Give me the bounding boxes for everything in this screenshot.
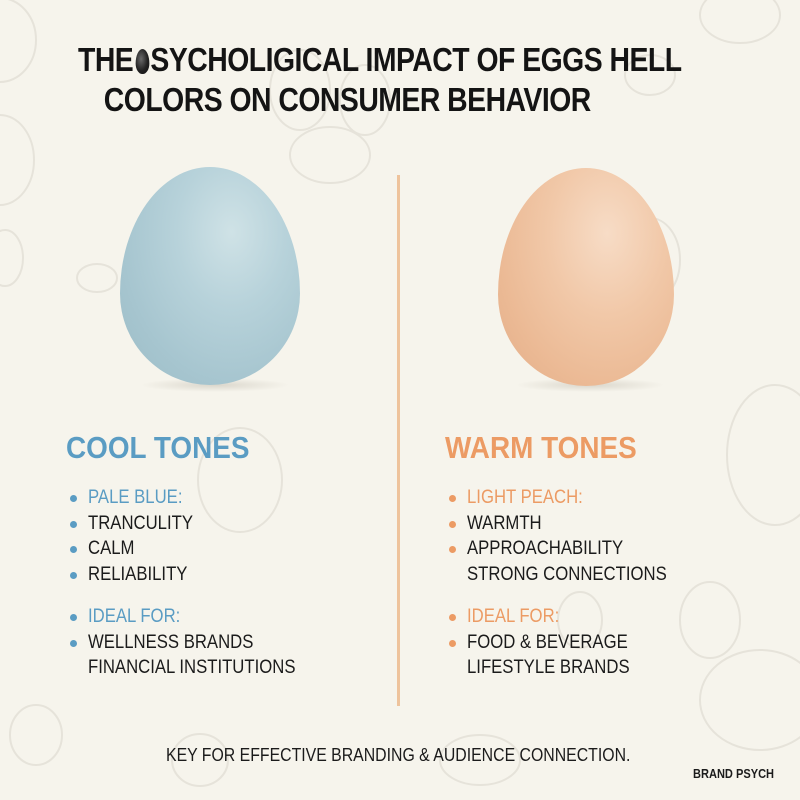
list-item: FINANCIAL INSTITUTIONS [66,655,324,681]
list-item-label: FOOD & BEVERAGE [467,631,628,653]
list-item: RELIABILITY [66,562,324,588]
list-item-label: RELIABILITY [88,563,188,585]
column-divider [397,175,400,706]
list-item: PALE BLUE: [66,485,324,511]
list-item: TRANCULITY [66,511,324,537]
list-subheading: IDEAL FOR: [467,606,560,627]
list-item-label: WELLNESS BRANDS [88,631,254,653]
brand-signature: BRAND PSYCH [693,766,775,781]
list-item-label: APPROACHABILITY [467,538,624,559]
list-item-label: CALM [88,538,135,559]
list-item: LIFESTYLE BRANDS [445,655,694,681]
cool-egg-shadow [140,378,290,392]
cool-ideal-list: IDEAL FOR: WELLNESS BRANDS FINANCIAL INSTI… [66,604,324,681]
list-item-label: WARMTH [467,512,542,534]
list-subheading: IDEAL FOR: [88,606,181,627]
title-line-2: COLORS ON CONSUMER BEHAVIOR [103,81,591,118]
list-item: IDEAL FOR: [66,604,324,630]
warm-tones-section: WARM TONES LIGHT PEACH: WARMTH APPROACHABI… [445,428,694,681]
title-prefix: THE [78,41,134,78]
list-item: WELLNESS BRANDS [66,630,324,656]
list-item: FOOD & BEVERAGE [445,630,694,656]
footer-tagline: KEY FOR EFFECTIVE BRANDING & AUDIENCE CO… [166,745,631,765]
list-item-label: STRONG CONNECTIONS [467,563,667,585]
list-subheading: PALE BLUE: [88,487,183,508]
pale-blue-egg-image [120,167,300,385]
list-item: APPROACHABILITY [445,536,694,562]
warm-traits-list: LIGHT PEACH: WARMTH APPROACHABILITY STRONG … [445,485,694,587]
list-item: WARMTH [445,511,694,537]
list-item-label: TRANCULITY [88,512,193,534]
cool-tones-section: COOL TONES PALE BLUE: TRANCULITY CALM RELIA… [66,428,324,681]
list-item: STRONG CONNECTIONS [445,562,694,588]
warm-ideal-list: IDEAL FOR: FOOD & BEVERAGE LIFESTYLE BRAND… [445,604,694,681]
title-line-1: SYCHOLIGICAL IMPACT OF EGGS HELL [150,41,682,78]
list-subheading: LIGHT PEACH: [467,487,583,508]
egg-blot-icon [135,49,150,74]
list-item: CALM [66,536,324,562]
list-item: IDEAL FOR: [445,604,694,630]
page-title: THE SYCHOLIGICAL IMPACT OF EGGS HELL COLO… [78,40,682,120]
warm-tones-heading: WARM TONES [445,430,637,465]
list-item-label: LIFESTYLE BRANDS [467,657,630,678]
cool-traits-list: PALE BLUE: TRANCULITY CALM RELIABILITY [66,485,324,587]
cool-tones-heading: COOL TONES [66,430,250,465]
light-peach-egg-image [498,168,674,386]
list-item-label: FINANCIAL INSTITUTIONS [88,657,296,678]
list-item: LIGHT PEACH: [445,485,694,511]
